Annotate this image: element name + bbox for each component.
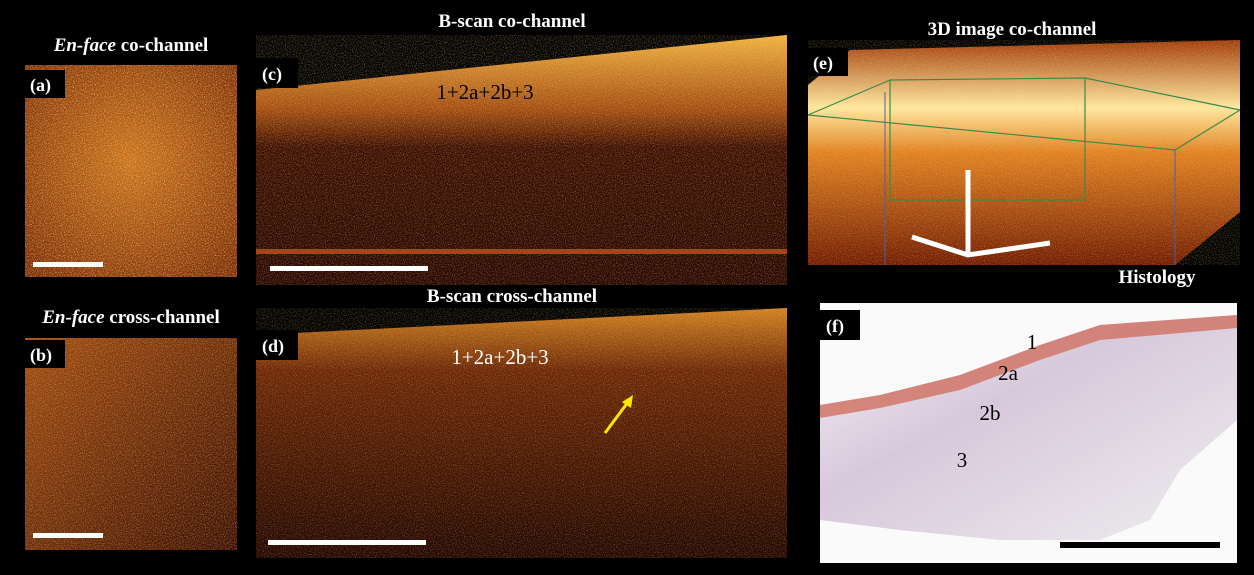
annotation: 1+2a+2b+3 xyxy=(451,345,548,369)
panel-title: B-scan co-channel xyxy=(438,11,585,32)
panel-title: 3D image co-channel xyxy=(928,19,1097,40)
title-italic: En-face xyxy=(41,307,105,328)
panel-title: En-face co-channel xyxy=(53,35,209,56)
panel-title: Histology xyxy=(1118,267,1196,288)
title: co-channel xyxy=(121,35,209,56)
panel-label: (e) xyxy=(813,53,833,74)
annotation: 1+2a+2b+3 xyxy=(436,80,533,104)
panel-label: (b) xyxy=(30,345,52,366)
scale-bar xyxy=(33,533,103,538)
panel-label: (c) xyxy=(262,64,282,85)
title-italic: En-face xyxy=(53,35,117,56)
figure: En-face co-channel (a) En-face cross-cha… xyxy=(0,0,1254,575)
scale-bar xyxy=(33,262,103,267)
layer-label: 2a xyxy=(998,361,1019,385)
scale-bar xyxy=(268,540,426,545)
panel-title: B-scan cross-channel xyxy=(427,286,597,307)
scale-bar xyxy=(1060,542,1220,548)
panel-label: (a) xyxy=(30,75,51,96)
reflection-line xyxy=(256,249,787,254)
layer-label: 3 xyxy=(957,448,968,472)
title: cross-channel xyxy=(109,307,219,328)
panel-title: En-face cross-channel xyxy=(41,307,220,328)
panel-label: (f) xyxy=(826,316,844,337)
layer-label: 1 xyxy=(1027,330,1038,354)
layer-label: 2b xyxy=(980,401,1001,425)
texture xyxy=(25,338,237,550)
scale-bar xyxy=(270,266,428,271)
panel-label: (d) xyxy=(262,336,284,357)
